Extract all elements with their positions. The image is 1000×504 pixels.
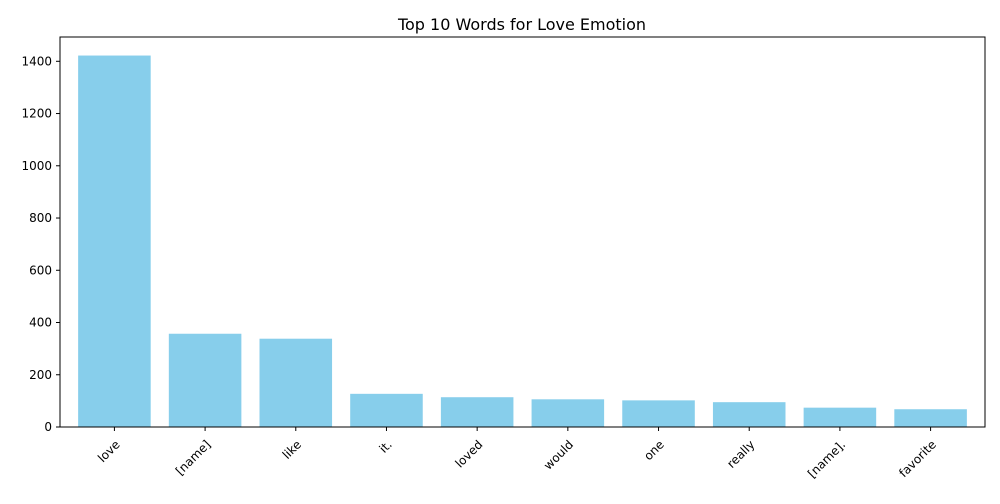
y-tick-label-1: 200 xyxy=(29,368,52,382)
plot-frame xyxy=(59,36,986,428)
chart-title: Top 10 Words for Love Emotion xyxy=(397,15,646,34)
x-tick-label-1: [name] xyxy=(173,437,214,478)
bar-4 xyxy=(440,397,514,427)
bar-7 xyxy=(712,402,786,427)
x-tick-label-9: favorite xyxy=(896,437,939,480)
bar-5 xyxy=(531,399,605,427)
bar-9 xyxy=(894,409,967,427)
bar-2 xyxy=(259,338,333,427)
y-axis: 0 200 400 600 800 1000 1200 1400 xyxy=(21,54,60,434)
x-tick-label-5: would xyxy=(541,437,576,472)
bar-6 xyxy=(622,400,695,427)
y-tick-label-3: 600 xyxy=(29,263,52,277)
bar-3 xyxy=(350,393,423,427)
y-tick-label-5: 1000 xyxy=(21,159,52,173)
y-tick-label-7: 1400 xyxy=(21,54,52,68)
x-tick-label-8: [name]. xyxy=(805,437,848,480)
y-tick-label-0: 0 xyxy=(44,420,52,434)
y-tick-label-6: 1200 xyxy=(21,107,52,121)
x-tick-label-6: one xyxy=(641,437,667,463)
x-tick-label-0: love xyxy=(95,437,123,465)
bar-8 xyxy=(803,407,877,427)
bar-1 xyxy=(168,333,242,427)
x-tick-label-4: loved xyxy=(452,437,485,470)
x-tick-label-2: like xyxy=(280,437,304,461)
bar-0 xyxy=(78,55,151,428)
x-axis: love [name] like it. loved would one really [nam… xyxy=(95,427,939,481)
bars-group xyxy=(78,55,967,428)
y-tick-label-2: 400 xyxy=(29,316,52,330)
x-tick-label-3: it. xyxy=(377,437,395,455)
y-tick-label-4: 800 xyxy=(29,211,52,225)
x-tick-label-7: really xyxy=(724,437,757,470)
